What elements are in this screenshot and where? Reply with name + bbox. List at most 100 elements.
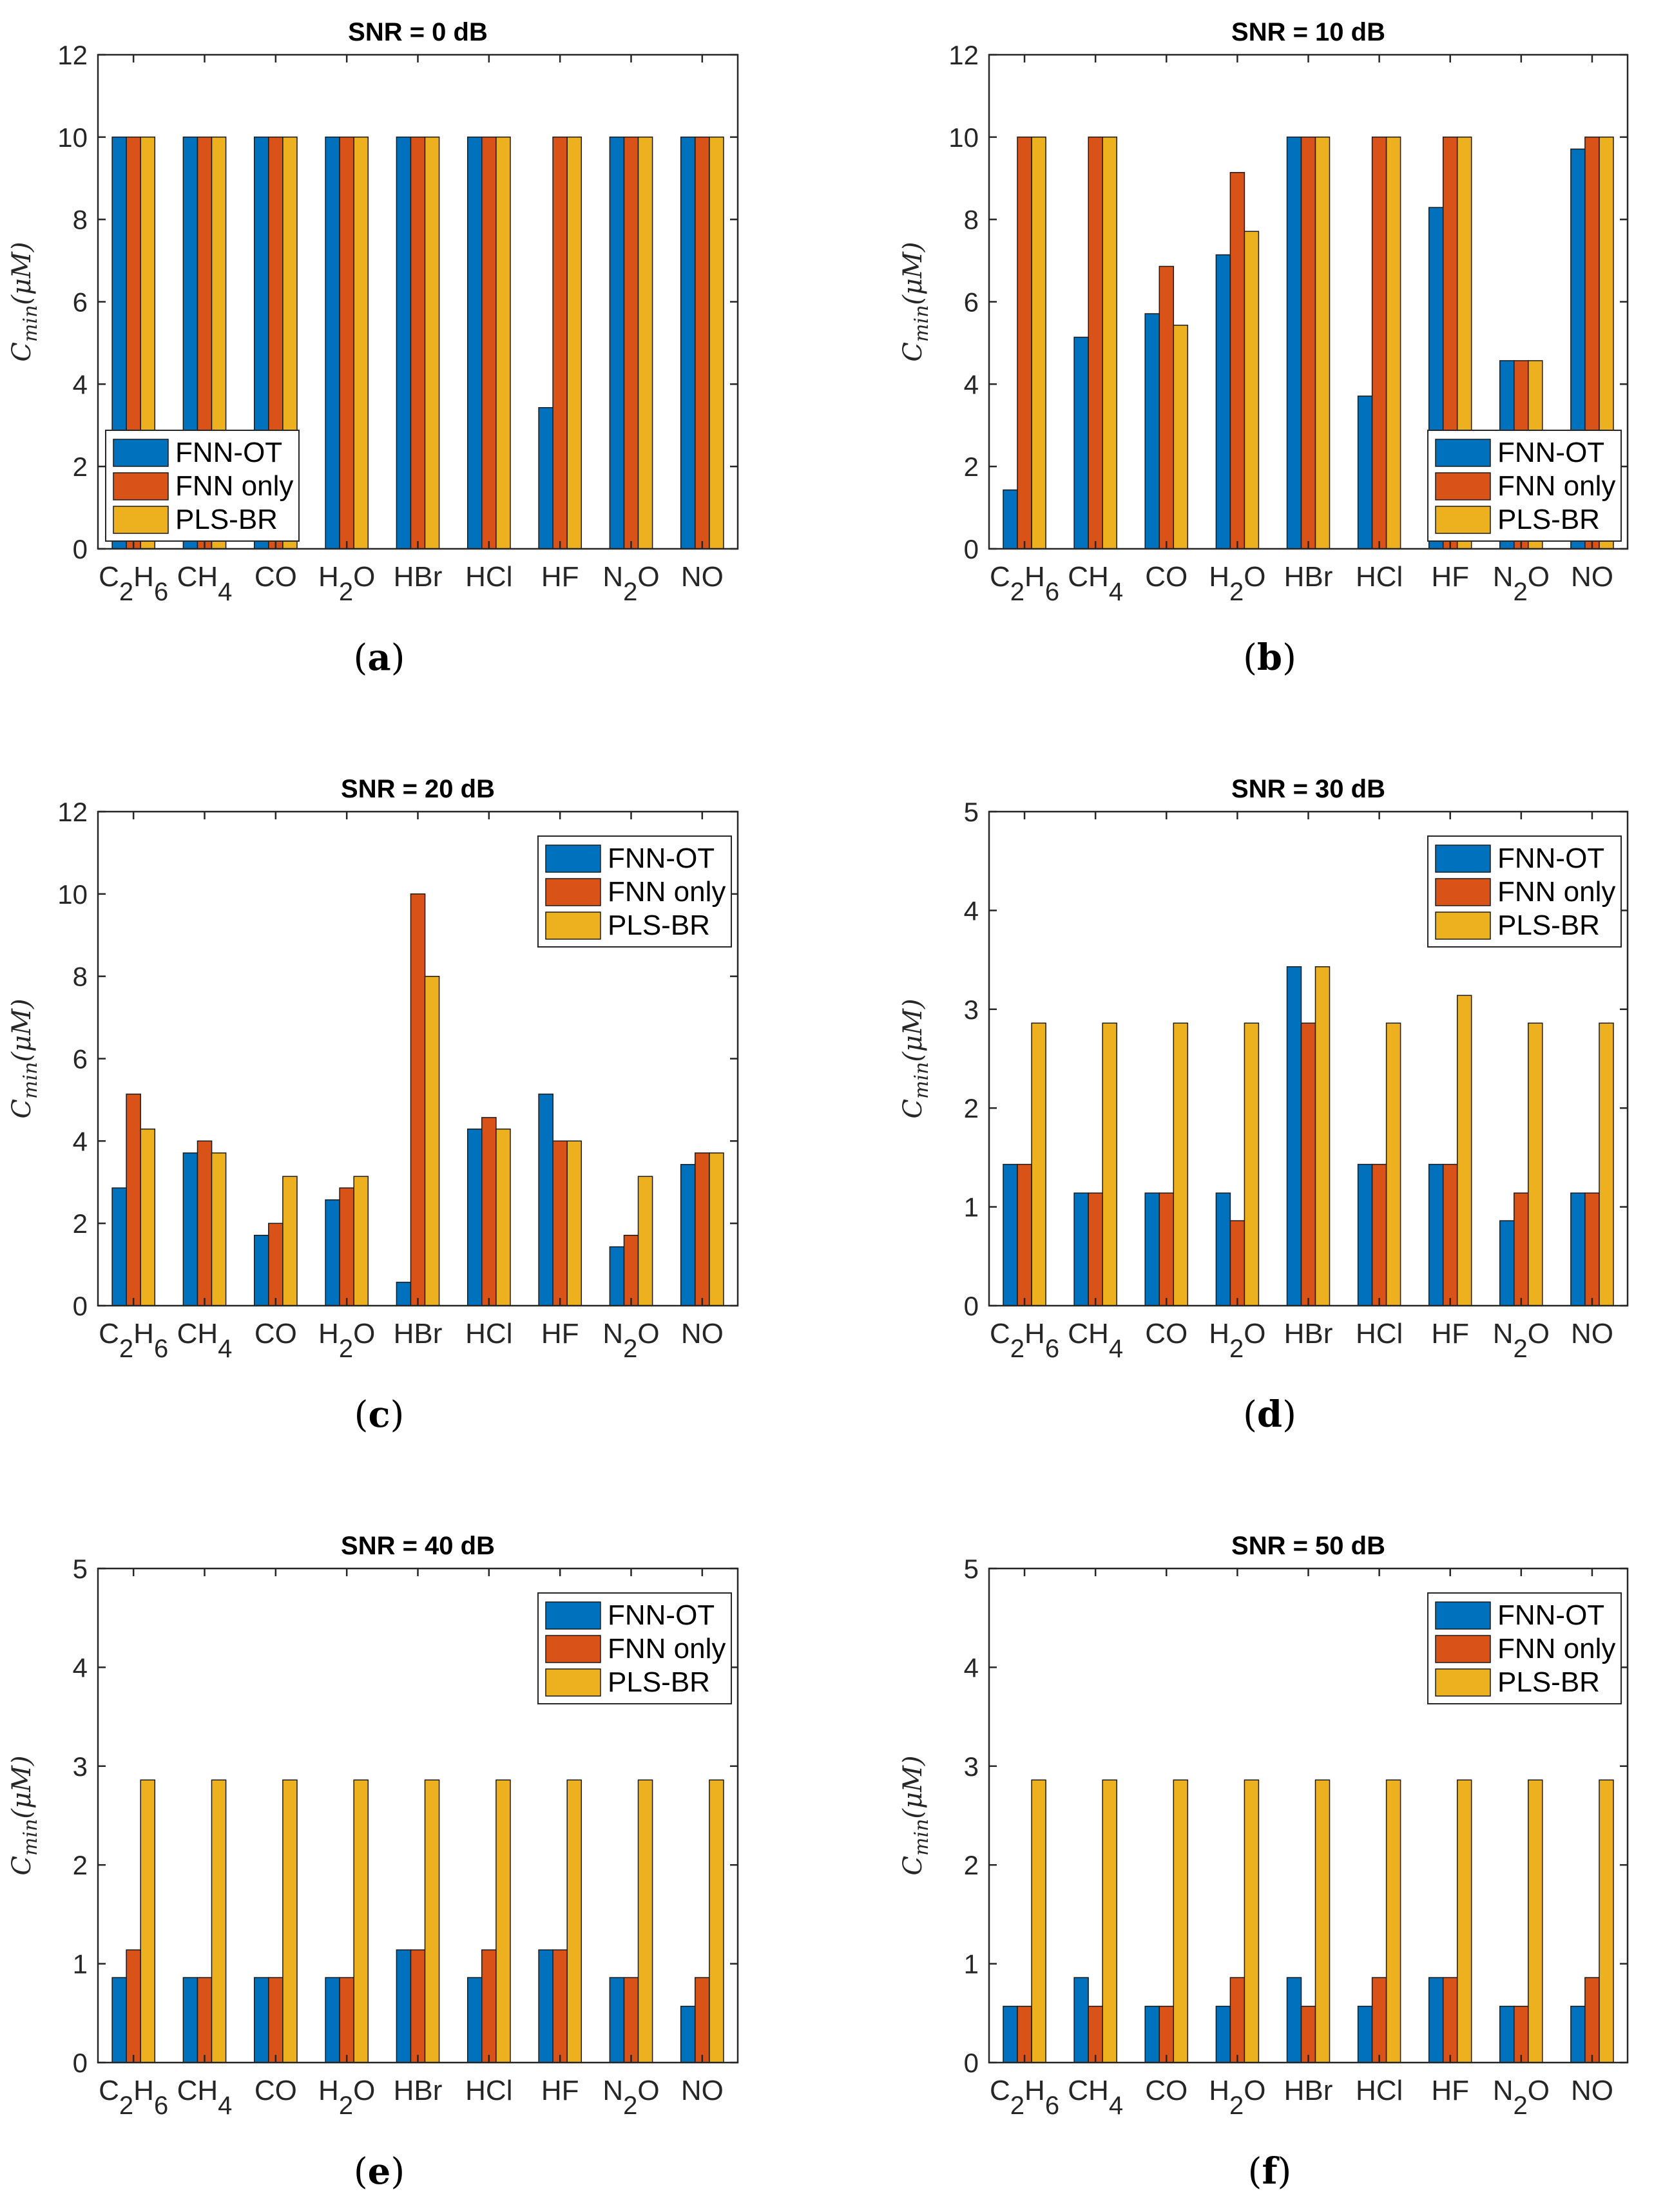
bar-pls-br-4 <box>1314 137 1331 549</box>
chart-panel-b: 0 2 4 6 8 10 12 C2H6 CH4 CO H2O HBr HCl HF N2O NO SNR = … <box>898 18 1629 679</box>
bar-fnn-only-4 <box>410 893 426 1306</box>
chart-title: SNR = 10 dB <box>1231 18 1385 46</box>
panel-label: (a) <box>353 636 405 679</box>
x-category-label: HF <box>541 2075 579 2106</box>
bar-fnn-only-1 <box>1088 137 1103 549</box>
bar-fnn-ot-3 <box>325 1199 340 1306</box>
bar-fnn-ot-0 <box>111 1187 127 1306</box>
bar-pls-br-8 <box>709 1779 724 2063</box>
legend-swatch <box>1435 844 1491 873</box>
bar-fnn-ot-2 <box>253 1977 269 2063</box>
y-axis-label: Cmin(μM) <box>7 242 42 361</box>
x-category-label: HBr <box>1284 561 1333 593</box>
bar-fnn-ot-5 <box>466 1129 483 1306</box>
x-category-label: HCl <box>465 1318 512 1349</box>
chart-panel-d: 0 1 2 3 4 5 C2H6 CH4 CO H2O HBr HCl HF N2O NO SNR = 30 … <box>898 775 1629 1436</box>
legend-entry: PLS-BR <box>1497 910 1600 941</box>
bar-fnn-only-2 <box>1159 265 1175 549</box>
bar-fnn-ot-5 <box>1357 396 1373 549</box>
y-tick-label: 1 <box>73 1949 88 1979</box>
bar-fnn-ot-1 <box>182 1977 198 2063</box>
legend-entry: FNN only <box>1497 876 1615 908</box>
bar-fnn-ot-5 <box>1357 1163 1373 1306</box>
bar-fnn-ot-0 <box>1003 489 1018 549</box>
x-category-label: H2O <box>1209 1318 1265 1363</box>
legend-swatch <box>545 1635 601 1663</box>
legend-swatch <box>1435 878 1491 906</box>
bar-pls-br-5 <box>1385 137 1401 549</box>
y-tick-label: 12 <box>57 40 88 70</box>
bar-pls-br-7 <box>1528 1022 1543 1306</box>
x-category-label: HF <box>541 1318 579 1349</box>
x-category-label: NO <box>1571 1318 1613 1349</box>
y-tick-label: 2 <box>73 452 88 482</box>
chart-panel-a: 0 2 4 6 8 10 12 C2H6 CH4 CO H2O HBr HCl HF N2O NO SNR = … <box>7 18 739 679</box>
bar-fnn-ot-6 <box>538 1093 553 1306</box>
x-category-label: H2O <box>1209 2075 1265 2120</box>
bar-fnn-only-0 <box>1017 137 1032 549</box>
bar-fnn-only-5 <box>1371 1163 1387 1306</box>
legend-swatch <box>1435 1635 1491 1663</box>
chart-panel-c: 0 2 4 6 8 10 12 C2H6 CH4 CO H2O HBr HCl HF N2O NO SNR = … <box>7 775 739 1436</box>
bar-fnn-ot-6 <box>538 407 553 549</box>
y-axis-label: Cmin(μM) <box>7 998 42 1118</box>
bar-fnn-ot-1 <box>182 1152 198 1306</box>
bar-fnn-ot-1 <box>1073 336 1089 549</box>
bar-pls-br-3 <box>1244 1022 1260 1306</box>
bar-pls-br-4 <box>1314 966 1331 1306</box>
bar-pls-br-4 <box>1314 1779 1331 2063</box>
y-tick-label: 2 <box>73 1850 88 1880</box>
y-tick-label: 2 <box>73 1208 88 1239</box>
legend-swatch <box>1435 439 1491 467</box>
bar-fnn-only-5 <box>481 1949 497 2063</box>
x-category-label: CH4 <box>1068 2075 1123 2120</box>
bar-pls-br-6 <box>1456 1779 1472 2063</box>
x-category-label: H2O <box>318 561 375 606</box>
legend-swatch <box>545 878 601 906</box>
y-tick-label: 10 <box>57 122 88 153</box>
x-category-label: HCl <box>1356 561 1403 593</box>
x-category-label: C2H6 <box>99 2075 168 2120</box>
bar-fnn-ot-7 <box>609 1246 625 1306</box>
y-tick-label: 4 <box>964 895 979 926</box>
y-tick-label: 2 <box>964 1093 979 1123</box>
bar-fnn-only-5 <box>481 137 497 549</box>
legend-swatch <box>113 506 169 534</box>
y-tick-label: 8 <box>73 962 88 992</box>
bar-fnn-ot-7 <box>1499 1220 1515 1306</box>
bar-fnn-ot-3 <box>1215 2005 1231 2063</box>
legend-swatch <box>1435 506 1491 534</box>
bar-fnn-ot-5 <box>466 1977 483 2063</box>
y-tick-label: 0 <box>964 1291 979 1321</box>
bar-fnn-ot-0 <box>1003 2005 1018 2063</box>
bar-pls-br-7 <box>637 137 653 549</box>
bar-pls-br-1 <box>211 1779 227 2063</box>
x-category-label: H2O <box>318 2075 375 2120</box>
y-tick-label: 2 <box>964 1850 979 1880</box>
bar-fnn-only-1 <box>1088 1192 1103 1306</box>
legend-entry: PLS-BR <box>175 504 278 535</box>
chart-title: SNR = 50 dB <box>1231 1532 1385 1560</box>
y-tick-label: 3 <box>964 1751 979 1782</box>
bar-fnn-ot-4 <box>396 137 412 549</box>
y-tick-label: 5 <box>73 1554 88 1584</box>
x-category-label: HBr <box>394 561 443 593</box>
x-category-label: HBr <box>1284 2075 1333 2106</box>
bar-pls-br-3 <box>1244 231 1260 549</box>
y-tick-label: 3 <box>73 1751 88 1782</box>
y-tick-label: 0 <box>73 1291 88 1321</box>
bar-fnn-only-1 <box>1088 2005 1103 2063</box>
bar-pls-br-1 <box>1102 1022 1117 1306</box>
y-tick-label: 1 <box>964 1192 979 1223</box>
bar-fnn-ot-3 <box>325 137 340 549</box>
x-category-label: HCl <box>1356 1318 1403 1349</box>
bar-pls-br-5 <box>495 1129 511 1306</box>
y-tick-label: 6 <box>73 287 88 318</box>
legend-entry: FNN only <box>1497 1633 1615 1664</box>
x-category-label: CH4 <box>177 2075 233 2120</box>
